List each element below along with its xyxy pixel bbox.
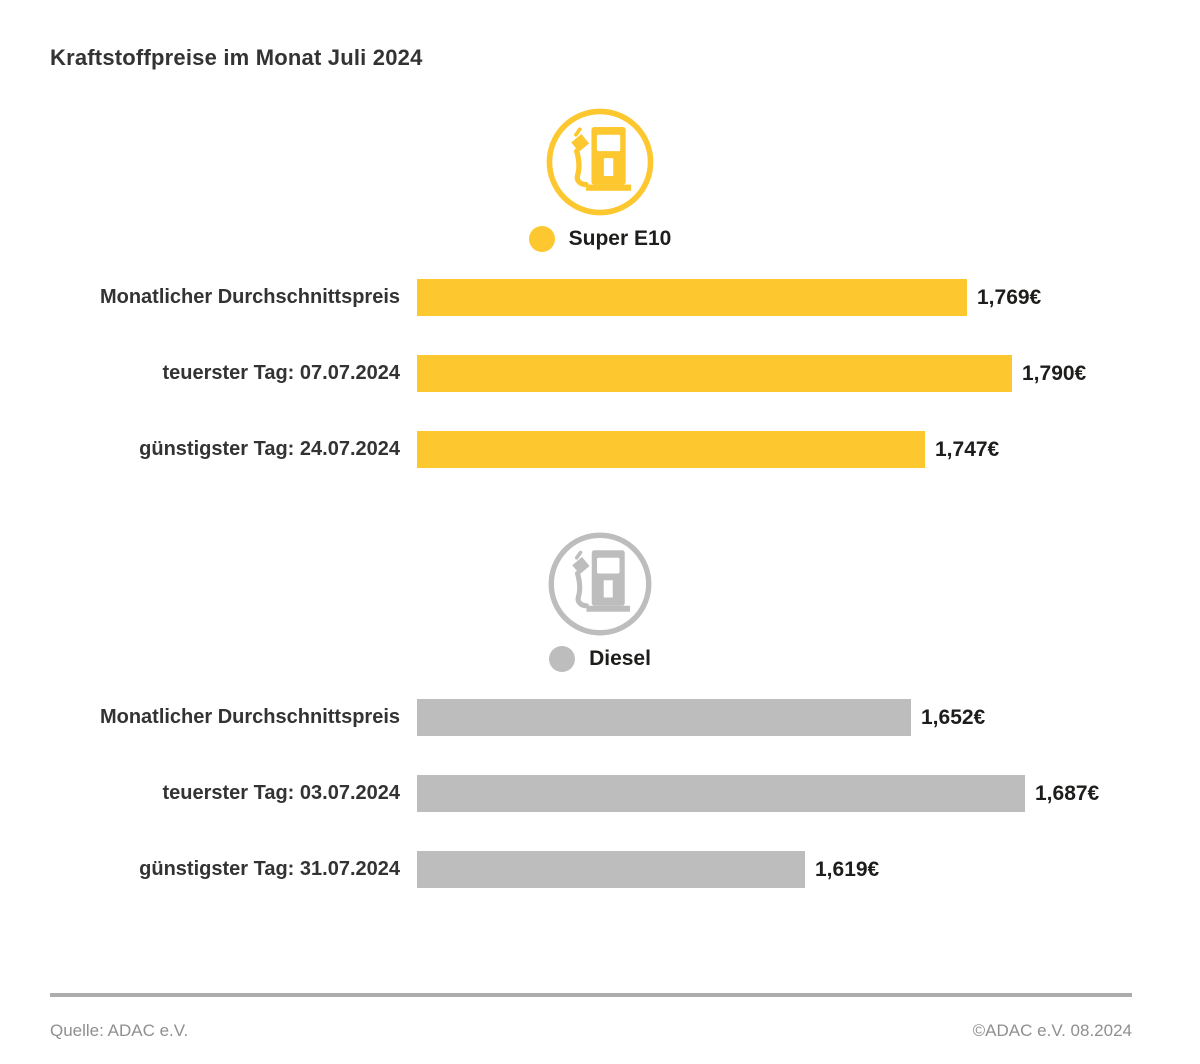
price-value: 1,769€ xyxy=(977,285,1042,309)
bar-row-label: Monatlicher Durchschnittspreis xyxy=(99,706,400,728)
copyright-notice: ©ADAC e.V. 08.2024 xyxy=(972,1021,1132,1040)
legend-super-e10: Super E10 xyxy=(0,225,1200,253)
price-bar-super-e10-average xyxy=(417,279,967,316)
price-bar-diesel-cheapest xyxy=(417,851,805,888)
legend-dot-diesel xyxy=(549,646,576,672)
bar-row-label: teuerster Tag: 03.07.2024 xyxy=(162,782,400,804)
footer-divider xyxy=(50,993,1132,997)
price-bar-diesel-most-expensive xyxy=(417,775,1025,812)
bar-row-most-expensive: teuerster Tag: 07.07.2024 1,790€ xyxy=(0,355,1200,392)
source-credit: Quelle: ADAC e.V. xyxy=(50,1021,189,1040)
bar-rows-super-e10: Monatlicher Durchschnittspreis 1,769€ te… xyxy=(0,279,1200,468)
fuel-price-infographic: Kraftstoffpreise im Monat Juli 2024 Supe… xyxy=(0,45,1200,1064)
price-value: 1,652€ xyxy=(921,705,986,729)
legend-diesel: Diesel xyxy=(0,645,1200,673)
bar-row-cheapest: günstigster Tag: 31.07.2024 1,619€ xyxy=(0,851,1200,888)
bar-row-label: Monatlicher Durchschnittspreis xyxy=(99,286,400,308)
bar-row-label: günstigster Tag: 31.07.2024 xyxy=(139,858,400,880)
bar-row-average: Monatlicher Durchschnittspreis 1,769€ xyxy=(0,279,1200,316)
price-bar-super-e10-cheapest xyxy=(417,431,925,468)
section-diesel: Diesel Monatlicher Durchschnittspreis 1,… xyxy=(0,530,1200,888)
price-value: 1,687€ xyxy=(1035,781,1100,805)
bar-row-label: günstigster Tag: 24.07.2024 xyxy=(139,438,400,460)
page-title: Kraftstoffpreise im Monat Juli 2024 xyxy=(50,45,423,70)
bar-rows-diesel: Monatlicher Durchschnittspreis 1,652€ te… xyxy=(0,699,1200,888)
fuel-pump-badge-diesel xyxy=(0,530,1200,638)
footer: Quelle: ADAC e.V. ©ADAC e.V. 08.2024 xyxy=(50,993,1132,1041)
legend-dot-super-e10 xyxy=(528,226,555,252)
price-value: 1,619€ xyxy=(815,857,880,881)
price-bar-diesel-average xyxy=(417,699,911,736)
legend-label-super-e10: Super E10 xyxy=(568,227,672,250)
bar-row-average: Monatlicher Durchschnittspreis 1,652€ xyxy=(0,699,1200,736)
bar-row-label: teuerster Tag: 07.07.2024 xyxy=(162,362,400,384)
fuel-pump-icon xyxy=(546,108,654,216)
price-value: 1,790€ xyxy=(1022,361,1087,385)
bar-row-most-expensive: teuerster Tag: 03.07.2024 1,687€ xyxy=(0,775,1200,812)
fuel-pump-icon xyxy=(548,532,652,636)
price-bar-super-e10-most-expensive xyxy=(417,355,1012,392)
bar-row-cheapest: günstigster Tag: 24.07.2024 1,747€ xyxy=(0,431,1200,468)
price-value: 1,747€ xyxy=(935,437,1000,461)
section-super-e10: Super E10 Monatlicher Durchschnittspreis… xyxy=(0,106,1200,468)
legend-label-diesel: Diesel xyxy=(589,647,651,670)
fuel-pump-badge-super-e10 xyxy=(0,106,1200,218)
